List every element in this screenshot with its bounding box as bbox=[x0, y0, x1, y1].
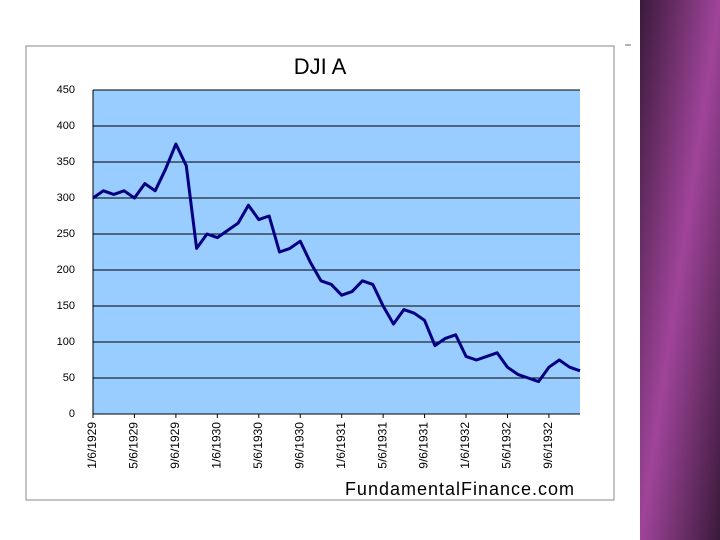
x-tick-label: 5/6/1929 bbox=[127, 422, 141, 469]
x-tick-label: 1/6/1931 bbox=[334, 422, 348, 469]
x-tick-label: 5/6/1932 bbox=[500, 422, 514, 469]
x-tick-label: 5/6/1930 bbox=[251, 422, 265, 469]
y-tick-label: 300 bbox=[57, 192, 75, 204]
y-tick-label: 400 bbox=[57, 120, 75, 132]
x-tick-label: 9/6/1929 bbox=[168, 422, 182, 469]
chart-title: DJI A bbox=[294, 54, 347, 79]
x-tick-label: 1/6/1932 bbox=[458, 422, 472, 469]
x-tick-label: 1/6/1929 bbox=[85, 422, 99, 469]
plot-area bbox=[93, 90, 580, 414]
y-tick-label: 350 bbox=[57, 156, 75, 168]
y-tick-label: 200 bbox=[57, 264, 75, 276]
x-tick-label: 9/6/1930 bbox=[292, 422, 306, 469]
x-tick-label: 5/6/1931 bbox=[375, 422, 389, 469]
x-tick-label: 9/6/1931 bbox=[417, 422, 431, 469]
y-tick-label: 150 bbox=[57, 300, 75, 312]
y-tick-label: 0 bbox=[69, 408, 75, 420]
x-tick-label: 1/6/1930 bbox=[210, 422, 224, 469]
y-tick-label: 450 bbox=[57, 84, 75, 96]
price-line bbox=[92, 142, 581, 384]
y-tick-label: 250 bbox=[57, 228, 75, 240]
x-tick-label: 9/6/1932 bbox=[541, 422, 555, 469]
side-band bbox=[640, 0, 720, 540]
y-tick-label: 100 bbox=[57, 336, 75, 348]
y-tick-label: 50 bbox=[63, 372, 75, 384]
source: FundamentalFinance.com bbox=[345, 479, 575, 499]
